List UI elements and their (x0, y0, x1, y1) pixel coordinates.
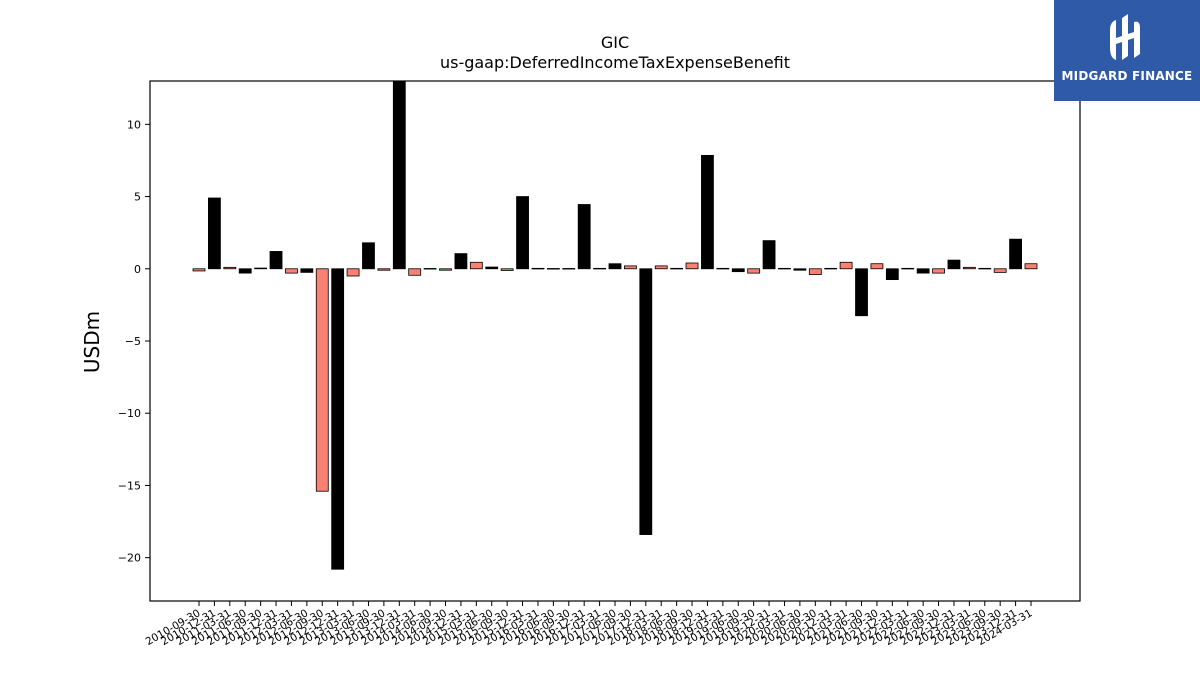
bar-2023-06-30 (978, 267, 992, 270)
bar-2015-12-31 (516, 196, 529, 270)
bar-2011-03-31 (223, 266, 237, 270)
bar-2019-12-31 (762, 240, 776, 270)
chart-title: GIC (601, 33, 629, 52)
y-tick-label: 0 (134, 263, 141, 276)
bar-2022-09-30 (932, 268, 945, 274)
bar-2013-06-30 (362, 242, 375, 270)
bar-2010-09-30 (192, 268, 206, 272)
bar-2017-03-31 (593, 267, 606, 270)
bar-2018-03-31 (654, 265, 668, 270)
bar-2020-03-31 (778, 267, 791, 270)
bar-2023-09-30 (993, 268, 1007, 273)
bar-2016-12-31 (577, 204, 591, 270)
bar-2021-03-31 (839, 261, 853, 270)
bar-2022-12-31 (947, 259, 961, 270)
bar-2014-06-30 (423, 268, 437, 270)
bar-2019-06-30 (731, 268, 745, 273)
bar-2019-03-31 (716, 267, 730, 270)
bar-2011-12-31 (269, 251, 283, 270)
bar-2018-09-30 (685, 262, 699, 270)
bar-2023-03-31 (962, 266, 976, 270)
y-tick-label: −5 (125, 335, 141, 348)
bar-2012-06-30 (300, 268, 314, 273)
bar-2015-06-30 (485, 266, 499, 270)
y-tick-label: −15 (118, 479, 141, 492)
bar-2011-06-30 (238, 268, 252, 274)
bar-2013-12-31 (392, 80, 406, 270)
bar-2012-09-30 (315, 268, 329, 492)
bar-2015-03-31 (469, 261, 483, 270)
bar-2020-09-30 (808, 268, 822, 275)
brand-name: MIDGARD FINANCE (1061, 69, 1193, 83)
midgard-logo-icon (1110, 14, 1140, 60)
bar-2014-03-31 (408, 268, 422, 276)
bar-2016-06-30 (546, 268, 560, 270)
bars-group (192, 80, 1038, 570)
bar-2017-12-31 (639, 268, 653, 535)
bar-2022-03-31 (901, 267, 915, 270)
y-tick-label: 5 (134, 191, 141, 204)
bar-2017-09-30 (624, 265, 637, 270)
bar-2010-12-31 (208, 197, 221, 270)
bar-2017-06-30 (608, 263, 622, 270)
bar-2018-12-31 (701, 154, 714, 270)
bar-2013-09-30 (377, 268, 391, 271)
bar-2012-03-31 (285, 268, 298, 274)
bar-2021-09-30 (870, 263, 884, 270)
bar-2020-06-30 (793, 268, 807, 271)
bar-2019-09-30 (747, 268, 761, 274)
bar-2021-06-30 (855, 268, 868, 317)
chart-subtitle: us-gaap:DeferredIncomeTaxExpenseBenefit (440, 53, 790, 72)
bar-2014-12-31 (454, 253, 468, 270)
bar-2013-03-31 (346, 268, 360, 277)
bar-2015-09-30 (500, 268, 514, 271)
y-tick-label: −20 (118, 552, 141, 565)
bar-2023-12-31 (1009, 238, 1022, 270)
bar-2024-03-31 (1024, 263, 1038, 270)
y-axis: 10 5 0 −5 −10 −15 −20 (118, 118, 150, 565)
bar-2014-09-30 (439, 268, 452, 271)
bar-2022-06-30 (916, 268, 930, 274)
bar-2018-06-30 (670, 267, 684, 270)
x-axis: 2010-09-302010-12-312011-03-312011-06-30… (144, 601, 1035, 648)
y-tick-label: −10 (118, 407, 141, 420)
bar-2016-09-30 (562, 268, 576, 270)
plot-frame (149, 80, 1081, 602)
y-tick-label: 10 (127, 118, 141, 131)
brand-logo: MIDGARD FINANCE (1054, 0, 1200, 101)
bar-2011-09-30 (254, 267, 268, 270)
y-axis-label: USDm (80, 311, 104, 373)
bar-2020-12-31 (824, 267, 838, 270)
bar-2021-12-31 (885, 268, 899, 281)
bar-2016-03-31 (531, 267, 545, 270)
bar-2012-12-31 (331, 268, 345, 570)
